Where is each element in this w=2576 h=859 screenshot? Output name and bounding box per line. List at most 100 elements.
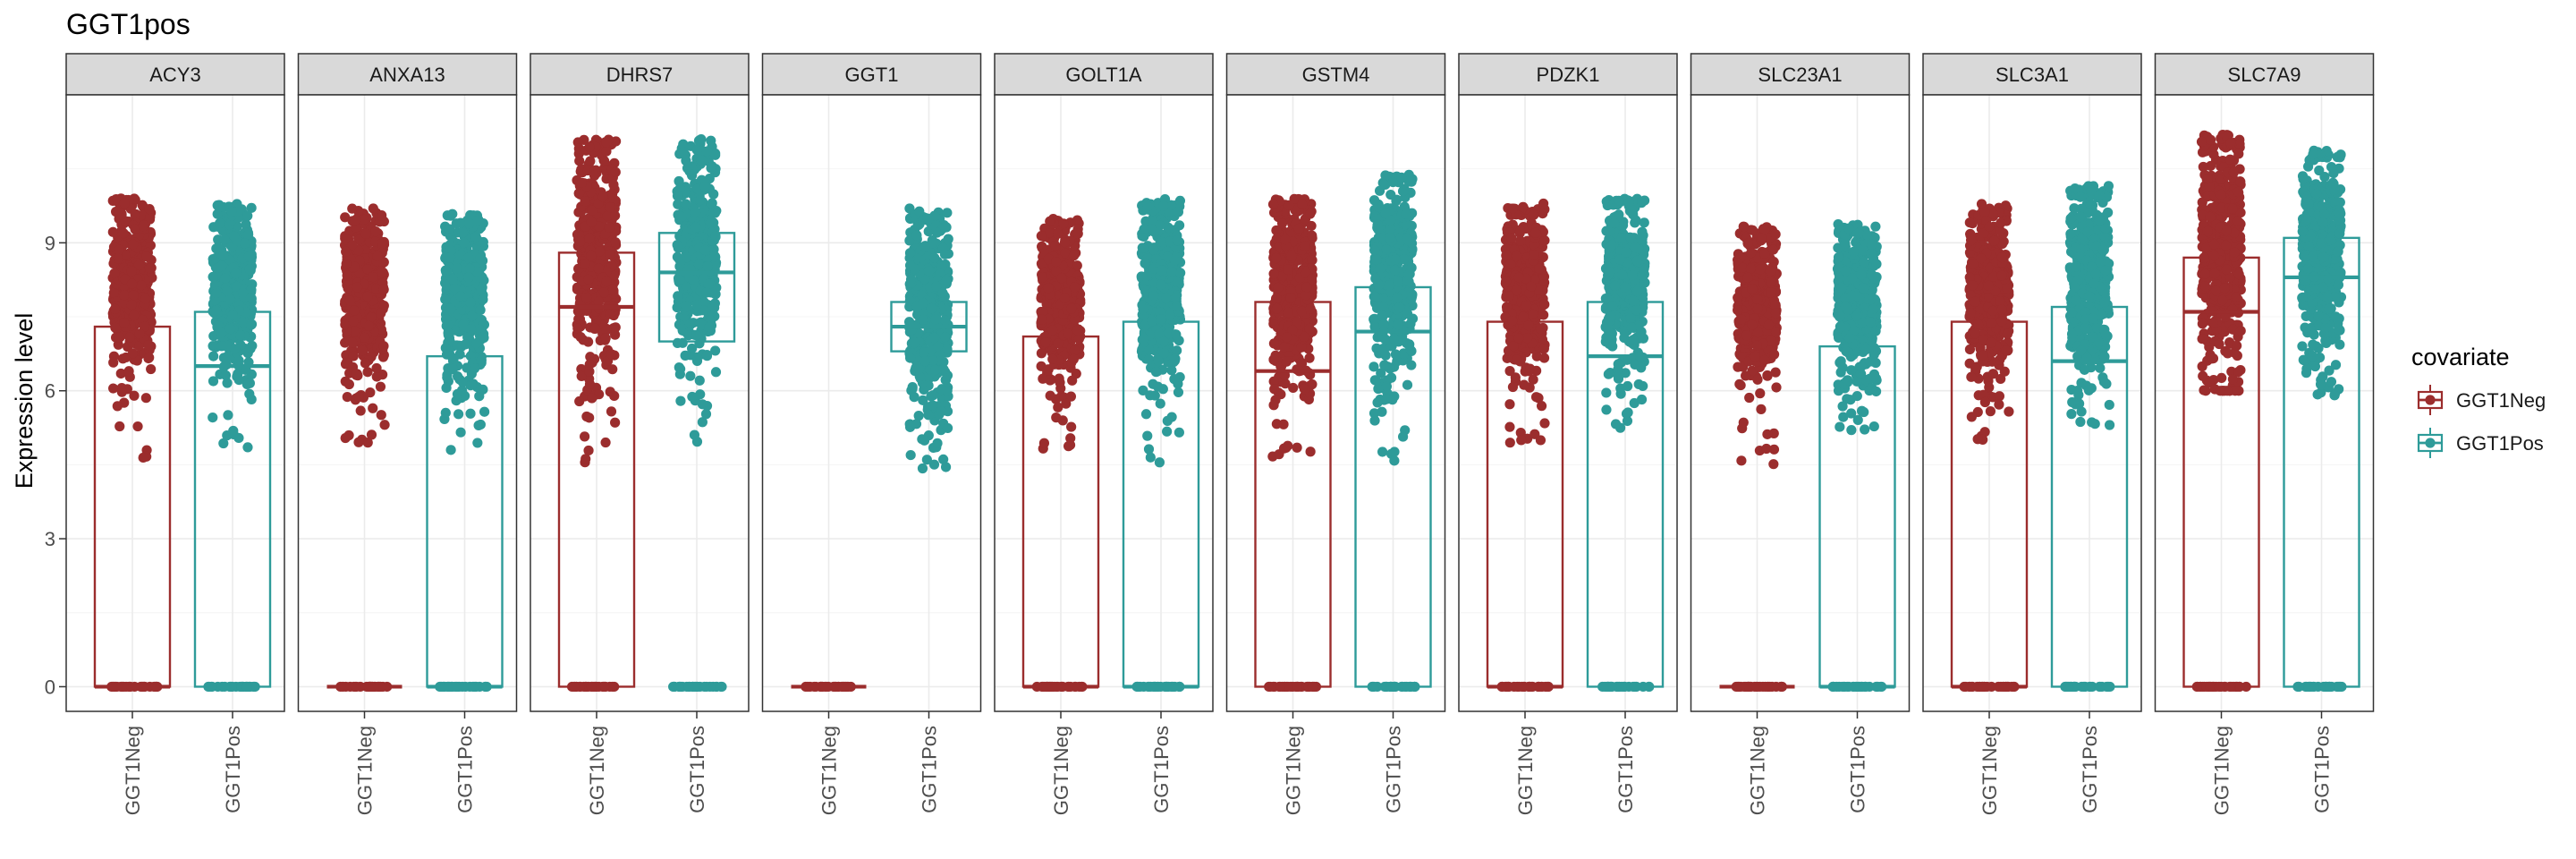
data-point <box>593 263 604 274</box>
data-point <box>368 271 378 283</box>
data-point <box>941 275 952 286</box>
data-point <box>940 374 951 386</box>
panel-background <box>298 95 517 711</box>
data-point <box>937 287 948 299</box>
data-point <box>605 249 615 260</box>
data-point <box>1036 231 1046 242</box>
data-point <box>357 345 368 356</box>
data-point <box>929 252 940 263</box>
data-point <box>1169 255 1181 266</box>
data-point <box>691 330 702 341</box>
data-point <box>360 228 371 239</box>
data-point <box>347 203 358 214</box>
data-point <box>594 246 606 257</box>
data-point <box>580 454 591 464</box>
data-point <box>708 302 720 313</box>
data-point <box>340 432 351 444</box>
data-point <box>344 295 355 306</box>
data-point <box>226 206 237 217</box>
data-point <box>710 289 721 300</box>
data-point <box>583 274 594 285</box>
data-point <box>211 287 222 299</box>
data-point <box>217 341 228 352</box>
data-point <box>914 206 925 217</box>
data-point <box>1305 208 1316 219</box>
data-point <box>1138 303 1148 315</box>
data-point <box>1153 355 1164 367</box>
data-point <box>463 272 474 283</box>
data-point <box>1141 270 1153 281</box>
data-point <box>143 353 154 364</box>
data-point <box>145 212 156 223</box>
data-point <box>689 430 700 440</box>
data-point <box>675 395 686 406</box>
data-point <box>342 391 352 403</box>
data-point <box>1169 374 1180 385</box>
data-point <box>1158 200 1169 211</box>
data-point <box>476 355 487 366</box>
data-point <box>1175 268 1186 278</box>
data-point <box>242 442 253 453</box>
data-point <box>1072 228 1083 239</box>
data-point <box>1045 216 1055 226</box>
data-point <box>475 419 486 430</box>
data-point <box>575 236 586 247</box>
data-point <box>923 410 934 421</box>
data-point <box>1305 447 1316 457</box>
data-point <box>119 198 130 208</box>
data-point <box>1142 201 1153 212</box>
data-point <box>465 408 476 419</box>
data-point <box>1172 234 1182 246</box>
group-ggt1neg <box>93 193 172 693</box>
data-point <box>377 268 387 278</box>
data-point <box>607 364 618 375</box>
data-point <box>1043 283 1054 293</box>
data-point <box>352 369 362 379</box>
data-point <box>1056 273 1067 284</box>
data-point <box>229 231 240 242</box>
data-point <box>1145 390 1156 401</box>
data-point <box>1040 337 1051 348</box>
data-point <box>597 191 608 202</box>
data-point <box>919 242 930 252</box>
data-point <box>924 266 935 276</box>
data-point <box>457 227 469 238</box>
data-point <box>1269 384 1280 395</box>
data-point <box>700 409 712 420</box>
data-point <box>918 298 928 309</box>
data-point <box>1142 430 1153 441</box>
data-point <box>247 340 258 352</box>
data-point <box>1069 344 1080 356</box>
data-point <box>108 383 119 394</box>
data-point <box>930 314 941 325</box>
x-tick-label: GGT1Pos <box>454 726 477 813</box>
data-point <box>1273 282 1284 293</box>
data-point <box>709 251 720 262</box>
data-point <box>1283 307 1294 318</box>
data-point <box>1279 342 1290 353</box>
data-point <box>708 189 719 200</box>
data-point <box>134 340 145 352</box>
data-point <box>600 333 611 344</box>
data-point <box>672 240 682 251</box>
data-point <box>699 244 710 256</box>
data-point <box>1156 265 1167 276</box>
zero-point <box>674 681 684 693</box>
data-point <box>465 324 477 335</box>
data-point <box>940 332 951 343</box>
data-point <box>1292 442 1302 453</box>
points-ggt1neg <box>106 193 163 693</box>
data-point <box>1166 412 1177 422</box>
data-point <box>445 303 456 314</box>
data-point <box>362 367 373 378</box>
data-point <box>607 285 619 295</box>
data-point <box>370 226 381 237</box>
data-point <box>109 268 120 279</box>
data-point <box>599 156 610 166</box>
data-point <box>208 376 219 387</box>
data-point <box>942 422 953 434</box>
data-point <box>1150 367 1162 378</box>
